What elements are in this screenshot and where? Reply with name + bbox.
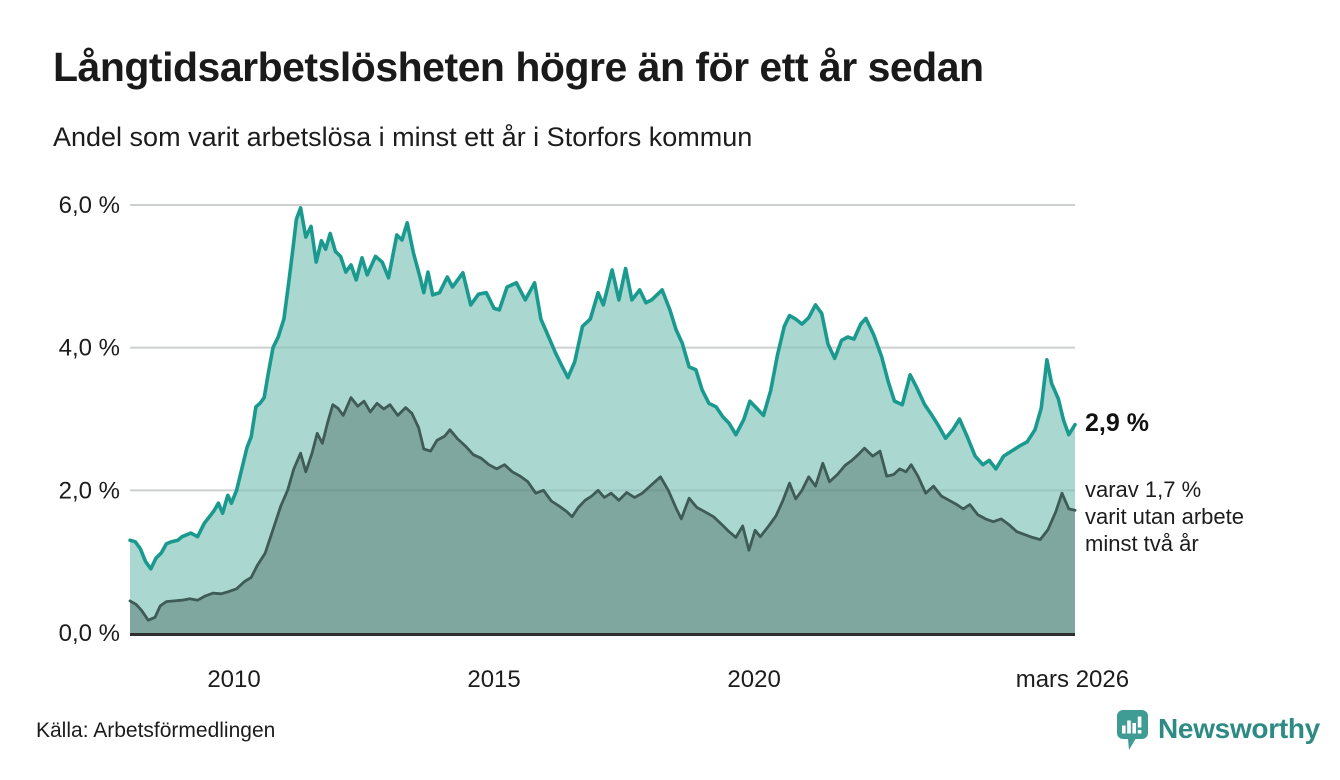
latest-detail-line3: minst två år — [1085, 531, 1199, 556]
x-tick-label: 2010 — [207, 666, 260, 693]
latest-detail-label: varav 1,7 % varit utan arbete minst två … — [1085, 476, 1315, 557]
line-over-2-years — [128, 396, 1077, 622]
source-caption: Källa: Arbetsförmedlingen — [36, 719, 276, 742]
x-tick-label: 2015 — [467, 666, 520, 693]
y-tick-label: 4,0 % — [59, 335, 120, 362]
latest-value-label: 2,9 % — [1085, 409, 1149, 437]
x-tick-label: 2020 — [727, 666, 780, 693]
logo-bar-3 — [1132, 723, 1136, 734]
y-tick-label: 0,0 % — [59, 620, 120, 647]
latest-detail-line2: varit utan arbete — [1085, 504, 1244, 529]
brand-name: Newsworthy — [1158, 713, 1320, 744]
logo-exclamation-bar — [1137, 716, 1142, 728]
y-tick-label: 2,0 % — [59, 477, 120, 504]
page-title: Långtidsarbetslösheten högre än för ett … — [53, 44, 984, 90]
y-tick-label: 6,0 % — [59, 192, 120, 219]
x-tick-label: mars 2026 — [1016, 666, 1129, 693]
logo-exclamation-dot — [1137, 730, 1142, 734]
line-over-1-year — [128, 206, 1077, 571]
area-over-2-years — [130, 397, 1075, 633]
logo-bar-1 — [1122, 725, 1126, 734]
newsworthy-icon — [1117, 710, 1148, 750]
latest-detail-line1: varav 1,7 % — [1085, 477, 1202, 502]
logo-bar-2 — [1127, 720, 1131, 734]
brand-logo: Newsworthy — [1117, 710, 1320, 752]
page-subtitle: Andel som varit arbetslösa i minst ett å… — [53, 122, 753, 152]
